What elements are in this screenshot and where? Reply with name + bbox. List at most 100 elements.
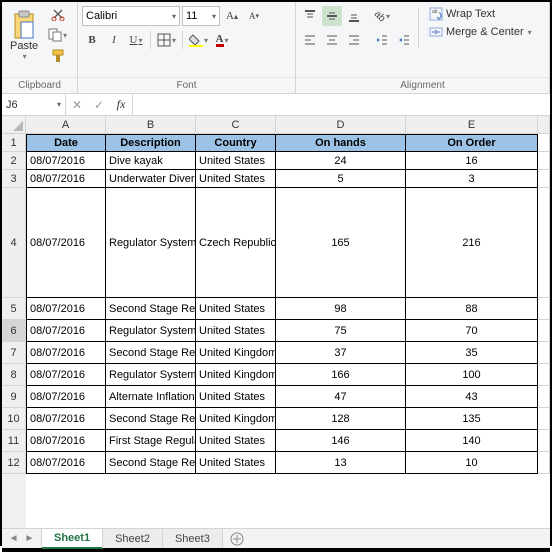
column-header[interactable]: E: [406, 116, 538, 134]
data-cell[interactable]: Regulator System: [106, 188, 196, 298]
data-cell[interactable]: 70: [406, 320, 538, 342]
align-bottom-button[interactable]: [344, 6, 364, 26]
decrease-font-button[interactable]: A▾: [244, 6, 264, 26]
copy-button[interactable]: ▾: [46, 25, 69, 45]
data-cell[interactable]: 146: [276, 430, 406, 452]
column-header-cell[interactable]: On Order: [406, 134, 538, 152]
data-cell[interactable]: 100: [406, 364, 538, 386]
data-cell[interactable]: Second Stage Regulator: [106, 452, 196, 474]
data-cell[interactable]: United States: [196, 152, 276, 170]
cut-button[interactable]: [46, 4, 69, 24]
data-cell[interactable]: United Kingdom: [196, 364, 276, 386]
data-cell[interactable]: 08/07/2016: [26, 430, 106, 452]
formula-input[interactable]: [133, 94, 550, 115]
italic-button[interactable]: I: [104, 30, 124, 50]
row-header[interactable]: 7: [2, 342, 26, 364]
row-header[interactable]: 1: [2, 134, 26, 152]
data-cell[interactable]: 135: [406, 408, 538, 430]
sheet-tab[interactable]: Sheet2: [103, 529, 163, 548]
sheet-tab[interactable]: Sheet1: [42, 529, 103, 549]
row-header[interactable]: 11: [2, 430, 26, 452]
data-cell[interactable]: Regulator System: [106, 320, 196, 342]
data-cell[interactable]: 88: [406, 298, 538, 320]
data-cell[interactable]: First Stage Regulator: [106, 430, 196, 452]
tab-nav[interactable]: ◄►: [2, 529, 42, 548]
data-cell[interactable]: 08/07/2016: [26, 298, 106, 320]
data-cell[interactable]: 128: [276, 408, 406, 430]
data-cell[interactable]: United States: [196, 386, 276, 408]
wrap-text-button[interactable]: ab Wrap Text: [427, 6, 534, 22]
data-cell[interactable]: 3: [406, 170, 538, 188]
data-cell[interactable]: 08/07/2016: [26, 188, 106, 298]
data-cell[interactable]: United States: [196, 170, 276, 188]
column-header[interactable]: A: [26, 116, 106, 134]
merge-center-button[interactable]: Merge & Center ▾: [427, 24, 534, 40]
data-cell[interactable]: Second Stage Regulator: [106, 298, 196, 320]
data-cell[interactable]: 08/07/2016: [26, 408, 106, 430]
bold-button[interactable]: B: [82, 30, 102, 50]
font-color-button[interactable]: A▾: [212, 30, 232, 50]
increase-font-button[interactable]: A▴: [222, 6, 242, 26]
data-cell[interactable]: 75: [276, 320, 406, 342]
data-cell[interactable]: Second Stage Regulator: [106, 408, 196, 430]
column-header[interactable]: C: [196, 116, 276, 134]
data-cell[interactable]: Alternate Inflation Regulator: [106, 386, 196, 408]
data-cell[interactable]: 140: [406, 430, 538, 452]
data-cell[interactable]: Czech Republic: [196, 188, 276, 298]
data-cell[interactable]: 08/07/2016: [26, 342, 106, 364]
data-cell[interactable]: 08/07/2016: [26, 152, 106, 170]
data-cell[interactable]: 165: [276, 188, 406, 298]
data-cell[interactable]: Underwater Diver Vehicle: [106, 170, 196, 188]
data-cell[interactable]: 43: [406, 386, 538, 408]
data-cell[interactable]: 35: [406, 342, 538, 364]
formula-enter-button[interactable]: ✓: [88, 98, 110, 112]
select-all-button[interactable]: [2, 116, 26, 134]
data-cell[interactable]: 37: [276, 342, 406, 364]
data-cell[interactable]: United Kingdom: [196, 342, 276, 364]
add-sheet-button[interactable]: [223, 529, 251, 548]
data-cell[interactable]: 16: [406, 152, 538, 170]
data-cell[interactable]: 10: [406, 452, 538, 474]
data-cell[interactable]: Second Stage Regulator: [106, 342, 196, 364]
data-cell[interactable]: 216: [406, 188, 538, 298]
column-header-cell[interactable]: Date: [26, 134, 106, 152]
row-header[interactable]: 5: [2, 298, 26, 320]
fill-color-button[interactable]: ▾: [187, 30, 210, 50]
align-right-button[interactable]: [344, 30, 364, 50]
row-header[interactable]: 8: [2, 364, 26, 386]
data-cell[interactable]: 08/07/2016: [26, 386, 106, 408]
data-cell[interactable]: 98: [276, 298, 406, 320]
row-header[interactable]: 3: [2, 170, 26, 188]
cells-area[interactable]: DateDescriptionCountryOn handsOn Order 08…: [26, 134, 550, 528]
row-header[interactable]: 10: [2, 408, 26, 430]
font-name-selector[interactable]: Calibri ▾: [82, 6, 180, 26]
align-top-button[interactable]: [300, 6, 320, 26]
data-cell[interactable]: United Kingdom: [196, 408, 276, 430]
border-button[interactable]: ▾: [155, 30, 178, 50]
row-header[interactable]: 6: [2, 320, 26, 342]
data-cell[interactable]: United States: [196, 298, 276, 320]
data-cell[interactable]: 166: [276, 364, 406, 386]
paste-button[interactable]: Paste ▾: [6, 8, 42, 63]
underline-button[interactable]: U▾: [126, 30, 146, 50]
row-header[interactable]: 12: [2, 452, 26, 474]
data-cell[interactable]: 08/07/2016: [26, 364, 106, 386]
row-header[interactable]: 9: [2, 386, 26, 408]
row-header[interactable]: 2: [2, 152, 26, 170]
formula-cancel-button[interactable]: ✕: [66, 98, 88, 112]
data-cell[interactable]: United States: [196, 320, 276, 342]
data-cell[interactable]: 24: [276, 152, 406, 170]
data-cell[interactable]: 5: [276, 170, 406, 188]
align-middle-button[interactable]: [322, 6, 342, 26]
data-cell[interactable]: United States: [196, 452, 276, 474]
column-header-cell[interactable]: Country: [196, 134, 276, 152]
format-painter-button[interactable]: [46, 46, 69, 66]
data-cell[interactable]: Regulator System: [106, 364, 196, 386]
column-header-cell[interactable]: On hands: [276, 134, 406, 152]
data-cell[interactable]: United States: [196, 430, 276, 452]
insert-function-button[interactable]: fx: [110, 97, 132, 112]
data-cell[interactable]: 13: [276, 452, 406, 474]
column-header[interactable]: B: [106, 116, 196, 134]
align-left-button[interactable]: [300, 30, 320, 50]
column-header-cell[interactable]: Description: [106, 134, 196, 152]
